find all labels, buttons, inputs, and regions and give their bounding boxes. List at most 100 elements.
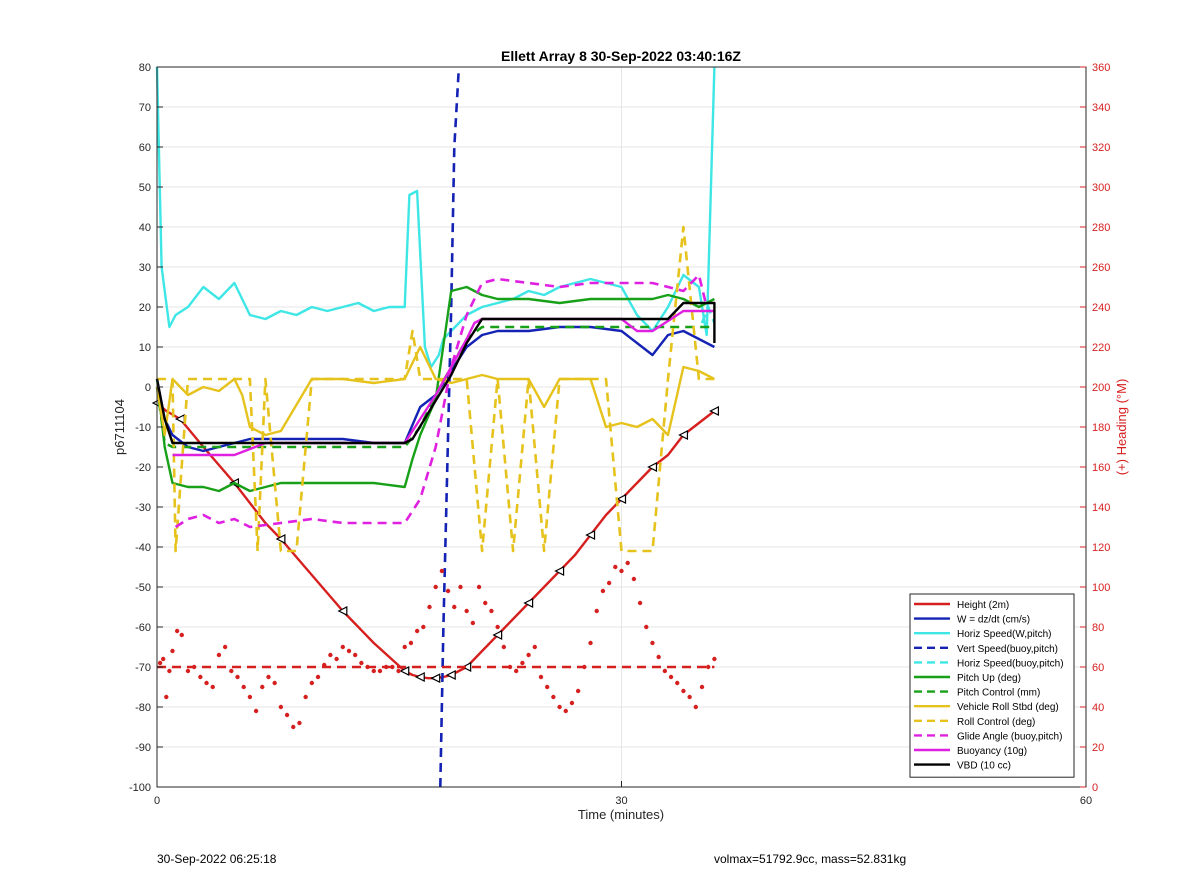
heading-point [340,644,345,650]
height-marker [275,534,286,544]
legend-label-height-2m: Height (2m) [957,600,1009,611]
heading-point [427,604,432,610]
height-marker [585,530,596,540]
height-marker [445,670,456,680]
y-tick-label: 0 [145,382,151,394]
legend-label-pitch-control-mm: Pitch Control (mm) [957,688,1040,699]
height-marker [461,662,472,672]
heading-point [210,684,215,690]
heading-point [346,648,352,654]
heading-point [315,674,321,680]
heading-point [322,662,327,668]
heading-point [675,680,680,686]
y2-tick-label: 320 [1092,142,1110,154]
heading-point [222,644,228,650]
y2-tick-label: 0 [1092,782,1098,794]
heading-point [681,688,686,694]
legend-label-buoyancy-10g: Buoyancy (10g) [957,746,1027,757]
heading-point [656,654,661,660]
heading-point [309,680,315,686]
heading-point [278,704,284,710]
heading-point [644,624,649,630]
heading-point [619,568,624,574]
heading-point [421,624,426,630]
heading-point [569,700,575,706]
heading-point [164,694,169,700]
heading-point [291,724,296,730]
heading-point [476,584,482,590]
height-marker [554,566,565,576]
y2-tick-label: 220 [1092,342,1110,354]
heading-point [396,668,401,674]
y2-tick-label: 20 [1092,742,1104,754]
series-line-glide-angle-buoy-pitch [174,273,708,529]
heading-point [402,644,407,650]
x-tick-label: 60 [1080,795,1092,807]
height-marker [523,598,534,608]
series-line-vbd-10-cc [155,301,716,445]
series-layer [151,66,720,788]
y-tick-label: 10 [139,342,151,354]
chart-title: Ellett Array 8 30-Sep-2022 03:40:16Z [501,48,741,64]
height-marker [337,606,348,616]
legend-label-vert-speed-buoy-pitch: Vert Speed(buoy,pitch) [957,644,1058,655]
y-tick-label: -80 [135,702,151,714]
heading-point [334,656,339,662]
heading-point [458,584,463,590]
heading-point [520,660,525,666]
heading-point [439,568,445,574]
height-marker [399,666,410,676]
heading-point [575,688,581,694]
heading-point [693,704,699,710]
y2-tick-label: 280 [1092,222,1110,234]
heading-point [297,720,302,726]
y2-tick-label: 200 [1092,382,1110,394]
y-axis-label: p6711104 [112,399,127,455]
heading-point [170,648,175,654]
legend-label-glide-angle-buoy-pitch: Glide Angle (buoy,pitch) [957,731,1062,742]
heading-point [687,694,692,700]
heading-point [563,708,568,714]
height-marker [616,494,627,504]
legend-label-vehicle-roll-stbd-deg: Vehicle Roll Stbd (deg) [957,702,1059,713]
heading-point [179,632,184,638]
heading-point [260,684,265,690]
series-line-horiz-speed-w-pitch [155,66,716,369]
heading-point [557,704,562,710]
heading-point [544,684,550,690]
heading-point [359,660,364,666]
heading-scatter [157,560,717,730]
y2-tick-label: 360 [1092,62,1110,74]
y-tick-label: -40 [135,542,151,554]
heading-point [606,580,612,586]
heading-point [352,652,358,658]
heading-point [247,694,253,700]
legend-label-horiz-speed-w-pitch: Horiz Speed(W,pitch) [957,629,1051,640]
footer-vehicle-info: volmax=51792.9cc, mass=52.831kg [714,852,907,866]
y2-tick-label: 100 [1092,582,1110,594]
heading-point [464,608,469,614]
y-tick-label: -20 [135,462,151,474]
heading-point [631,576,637,582]
y2-tick-label: 260 [1092,262,1110,274]
heading-point [538,674,544,680]
legend-box [909,593,1075,778]
heading-point [235,674,240,680]
footer-timestamp: 30-Sep-2022 06:25:18 [157,852,277,866]
x-tick-label: 30 [615,795,627,807]
series-line-height-2m [156,402,716,680]
x-axis-label: Time (minutes) [578,807,664,822]
heading-point [377,668,383,674]
y2-tick-label: 80 [1092,622,1104,634]
heading-point [706,664,711,670]
y2-tick-label: 180 [1092,422,1110,434]
y-tick-label: 40 [139,222,151,234]
heading-point [712,656,717,662]
heading-point [662,668,668,674]
y-tick-label: 80 [139,62,151,74]
y2-axis-label: (+) Heading (°M) [1114,379,1129,476]
legend-label-w-dz-dt-cm-s: W = dz/dt (cm/s) [957,615,1030,626]
heading-point [216,652,222,658]
heading-point [383,664,389,670]
